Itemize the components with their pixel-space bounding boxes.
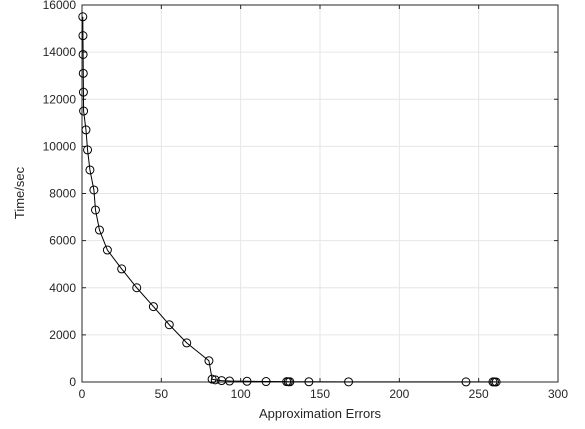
y-tick-label: 4000	[49, 281, 76, 295]
data-point	[81, 125, 91, 135]
x-tick-label: 150	[310, 387, 330, 401]
data-point	[78, 87, 88, 97]
y-tick-label: 0	[69, 375, 76, 389]
data-point	[344, 377, 354, 387]
data-point	[242, 376, 252, 386]
y-tick-label: 12000	[43, 92, 77, 106]
x-tick-label: 50	[155, 387, 169, 401]
data-point	[89, 185, 99, 195]
data-point	[182, 338, 192, 348]
data-point	[164, 320, 174, 330]
data-point	[204, 356, 214, 366]
y-tick-label: 10000	[43, 139, 77, 153]
x-tick-label: 100	[231, 387, 251, 401]
y-tick-label: 16000	[43, 0, 77, 12]
series-line	[82, 16, 497, 383]
data-point	[304, 377, 314, 387]
y-tick-label: 8000	[49, 187, 76, 201]
data-point	[132, 283, 142, 293]
y-tick-label: 14000	[43, 45, 77, 59]
x-tick-label: 0	[79, 387, 86, 401]
x-tick-label: 250	[469, 387, 489, 401]
data-point	[78, 49, 88, 59]
y-tick-label: 6000	[49, 234, 76, 248]
x-tick-label: 200	[389, 387, 409, 401]
data-markers	[78, 12, 501, 387]
data-point	[117, 264, 127, 274]
data-point	[261, 377, 271, 387]
data-point	[94, 225, 104, 235]
data-point	[102, 245, 112, 255]
data-point	[225, 376, 235, 386]
y-axis-label: Time/sec	[12, 166, 27, 219]
data-point	[148, 302, 158, 312]
data-point	[78, 12, 88, 22]
data-point	[83, 145, 93, 155]
tick-labels: 0 50 100 150 200 250 300 0 2000 4000 6000 8000 10000…	[43, 0, 569, 401]
data-point	[285, 377, 295, 387]
data-point	[85, 165, 95, 175]
x-tick-label: 300	[548, 387, 568, 401]
data-point	[79, 106, 89, 116]
data-point	[461, 377, 471, 387]
data-point	[491, 377, 501, 387]
grid-lines	[81, 4, 559, 383]
data-point	[207, 374, 217, 384]
x-axis-label: Approximation Errors	[259, 406, 382, 421]
y-tick-label: 2000	[49, 328, 76, 342]
data-point	[210, 375, 220, 385]
axis-ticks	[81, 4, 559, 383]
data-point	[90, 205, 100, 215]
data-point	[78, 68, 88, 78]
data-point	[78, 31, 88, 41]
